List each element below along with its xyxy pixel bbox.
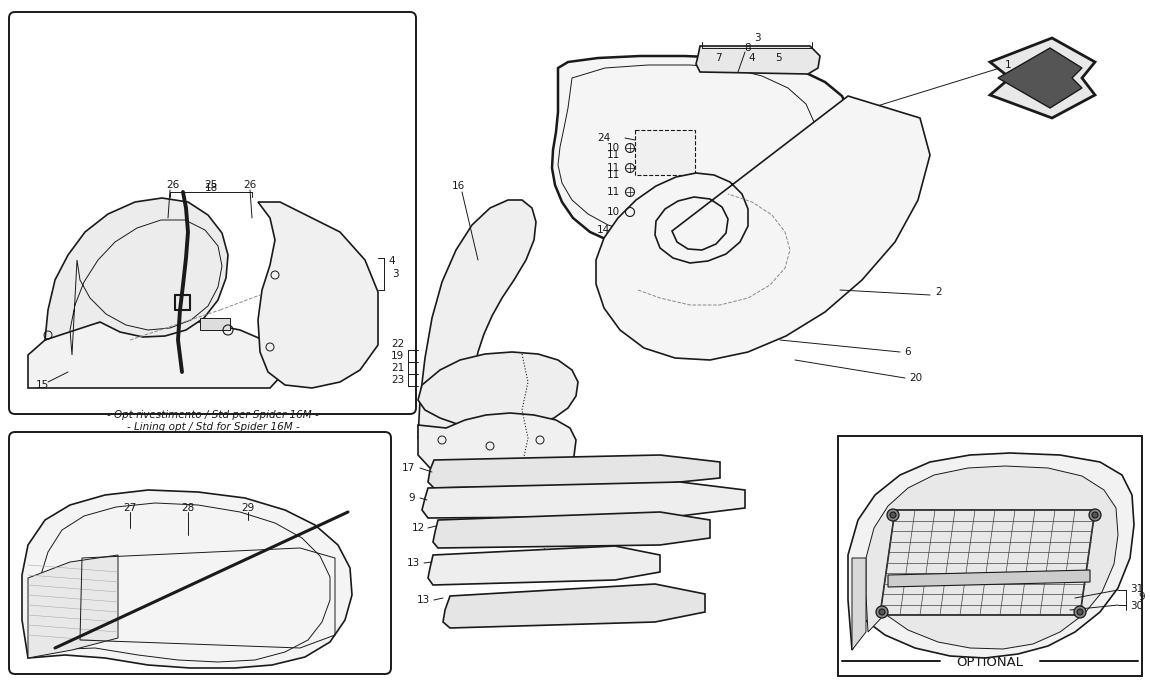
Polygon shape [22,490,352,668]
FancyBboxPatch shape [9,12,416,414]
Text: 5: 5 [775,53,781,63]
Text: 6: 6 [904,347,911,357]
Polygon shape [852,558,866,650]
Text: 30: 30 [1130,601,1143,611]
Circle shape [1074,606,1086,618]
Circle shape [876,606,888,618]
Text: 24: 24 [597,133,610,143]
Polygon shape [422,482,745,518]
Polygon shape [552,56,850,250]
Text: OPTIONAL: OPTIONAL [957,656,1024,669]
Text: 19: 19 [391,351,404,361]
FancyBboxPatch shape [838,436,1142,676]
Text: 25: 25 [205,180,217,190]
Polygon shape [28,318,282,388]
Text: 7: 7 [714,53,721,63]
Text: 9: 9 [408,493,415,503]
Text: 29: 29 [242,503,254,513]
Polygon shape [434,512,710,548]
Polygon shape [258,202,378,388]
Polygon shape [428,546,660,585]
Circle shape [1089,509,1101,521]
Polygon shape [696,46,820,74]
Circle shape [1078,609,1083,615]
Text: 31: 31 [1130,584,1143,594]
Polygon shape [866,466,1118,649]
Text: 10: 10 [607,207,620,217]
Text: 14: 14 [597,225,610,235]
Circle shape [887,509,899,521]
Text: 1: 1 [1005,60,1012,70]
Text: 11: 11 [607,150,620,160]
Text: 15: 15 [36,380,48,390]
Text: 3: 3 [753,33,760,43]
Text: 26: 26 [244,180,256,190]
Text: - Opt rivestimento / Std per Spider 16M -: - Opt rivestimento / Std per Spider 16M … [107,410,319,420]
Text: 4: 4 [388,256,394,266]
Text: 18: 18 [205,183,217,193]
Text: 20: 20 [908,373,922,383]
Text: 16: 16 [451,181,465,191]
Text: 17: 17 [401,463,415,473]
Polygon shape [417,413,576,486]
Text: 21: 21 [391,363,404,373]
Text: 23: 23 [391,375,404,385]
Polygon shape [428,455,720,488]
Polygon shape [998,48,1082,108]
Text: 13: 13 [416,595,430,605]
Text: 9: 9 [1138,592,1144,602]
Text: 10: 10 [607,143,620,153]
Text: 22: 22 [391,339,404,349]
Polygon shape [45,198,228,340]
Text: 4: 4 [749,53,756,63]
Text: - Lining opt / Std for Spider 16M -: - Lining opt / Std for Spider 16M - [126,422,299,432]
Text: 28: 28 [182,503,194,513]
Polygon shape [443,584,705,628]
Polygon shape [417,352,578,428]
Text: 26: 26 [167,180,179,190]
Text: 11: 11 [607,170,620,180]
Polygon shape [417,200,536,472]
Text: 3: 3 [392,269,399,279]
FancyBboxPatch shape [9,432,391,674]
Polygon shape [200,318,230,330]
Text: 2: 2 [935,287,942,297]
Circle shape [879,609,886,615]
Polygon shape [888,570,1090,587]
Circle shape [1092,512,1098,518]
Polygon shape [596,96,930,360]
Polygon shape [848,453,1134,658]
Text: 11: 11 [607,187,620,197]
Text: 12: 12 [412,523,426,533]
Text: 13: 13 [407,558,420,568]
Text: 8: 8 [745,43,751,53]
Circle shape [890,512,896,518]
Polygon shape [990,38,1095,118]
Text: 11: 11 [607,163,620,173]
Polygon shape [658,220,695,240]
Polygon shape [28,555,118,658]
Text: 27: 27 [123,503,137,513]
Polygon shape [635,130,695,175]
